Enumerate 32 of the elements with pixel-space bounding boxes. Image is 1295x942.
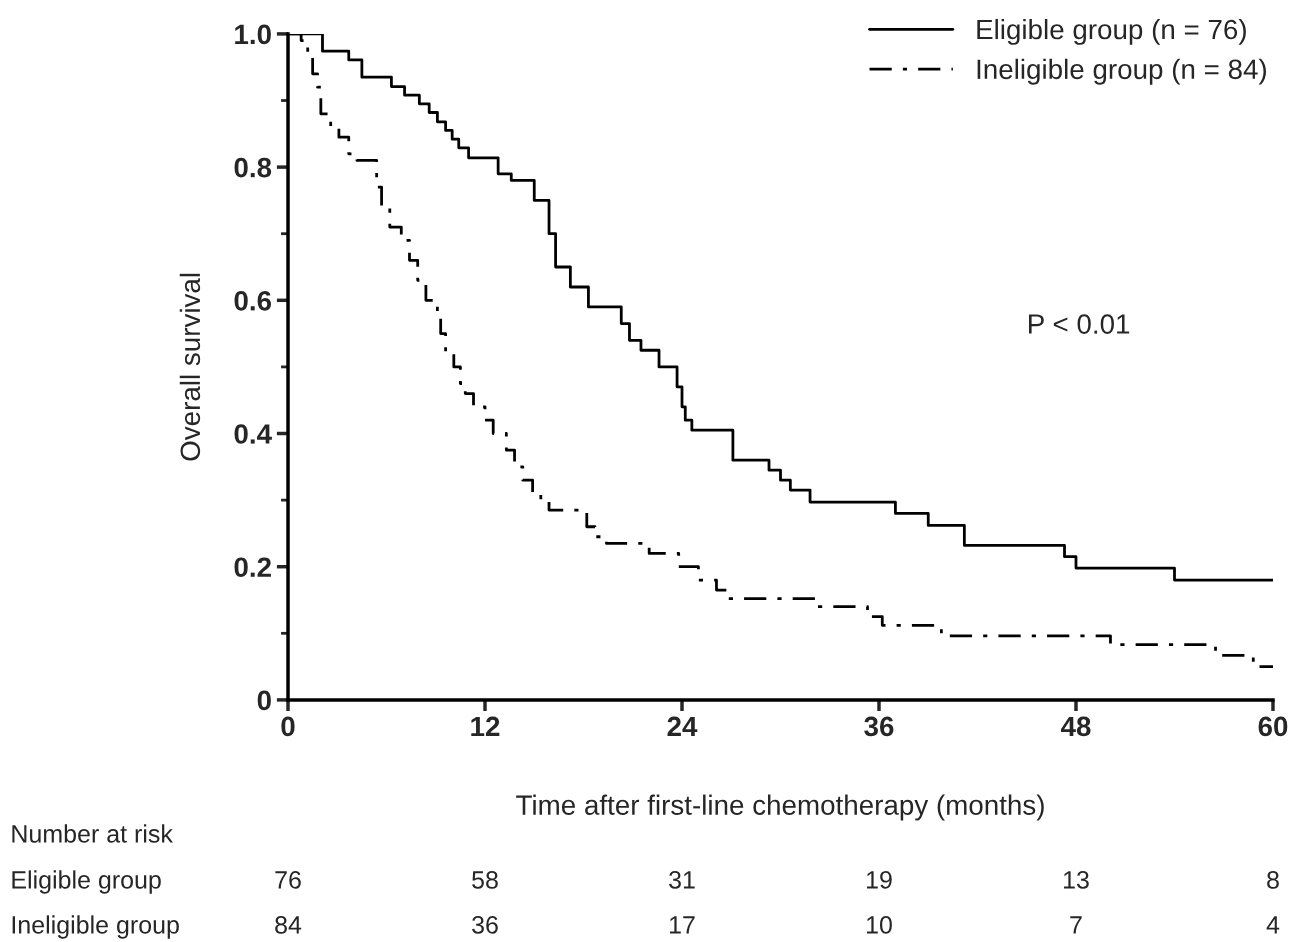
text: 4 [1266, 916, 1280, 934]
y-tick-label: 0 [257, 690, 271, 711]
text: 58 [472, 871, 498, 889]
text: 7 [1070, 916, 1082, 934]
x-tick-label: 12 [471, 716, 500, 737]
y-tick-label: 0.8 [234, 157, 272, 178]
text: 19 [867, 871, 892, 889]
text: 10 [867, 916, 892, 934]
text: 76 [275, 871, 301, 889]
x-tick-label: 48 [1060, 716, 1091, 737]
text: Ineligible group [12, 915, 179, 939]
text: 36 [472, 916, 498, 934]
y-tick-label: 1.0 [235, 24, 271, 45]
legend-label: Eligible group (n = 76) [977, 18, 1246, 45]
y-tick-label: 0.6 [234, 290, 272, 311]
text: 13 [1063, 871, 1089, 889]
x-tick-label: 24 [667, 716, 698, 737]
y-axis-title: Overall survival [179, 273, 201, 461]
text: 84 [275, 916, 302, 934]
annotation: P < 0.01 [1029, 314, 1130, 334]
x-axis-title: Time after first-line chemotherapy (months) [516, 794, 1044, 821]
legend-label: Ineligible group (n = 84) [977, 58, 1266, 85]
text: 8 [1267, 871, 1279, 889]
y-tick-label: 0.4 [234, 424, 272, 444]
text: Eligible group [12, 870, 161, 894]
text: 31 [669, 871, 695, 889]
x-tick-label: 0 [281, 716, 295, 737]
text: 17 [670, 916, 695, 934]
x-tick-label: 60 [1258, 716, 1288, 737]
y-tick-label: 0.2 [234, 557, 271, 578]
text: Number at risk [12, 824, 173, 843]
x-tick-label: 36 [864, 716, 894, 737]
